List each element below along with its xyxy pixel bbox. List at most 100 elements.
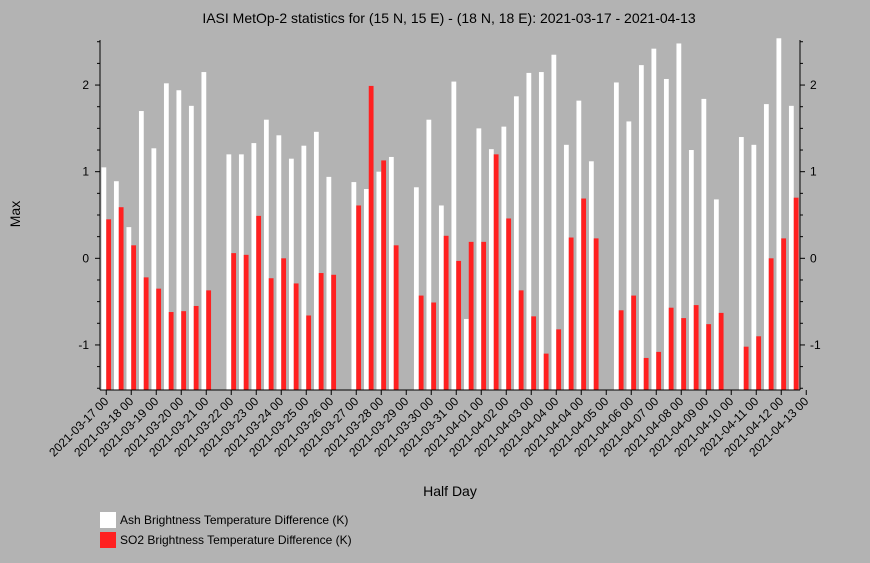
ash-bar bbox=[501, 126, 507, 390]
so2-bar bbox=[668, 307, 674, 390]
so2-bar bbox=[718, 312, 724, 390]
ash-bar bbox=[176, 90, 182, 390]
so2-bar bbox=[381, 160, 387, 390]
ash-bar bbox=[476, 128, 482, 390]
so2-bar bbox=[368, 85, 374, 391]
ash-bar bbox=[651, 48, 657, 391]
ash-bar bbox=[388, 156, 394, 390]
so2-bar bbox=[556, 329, 562, 390]
ash-bar bbox=[101, 167, 107, 390]
ash-bar bbox=[426, 119, 432, 390]
y-tick-label-left: -1 bbox=[78, 338, 89, 352]
ash-bar bbox=[788, 105, 794, 390]
legend-item-so2: SO2 Brightness Temperature Difference (K… bbox=[100, 531, 352, 549]
y-tick-label-left: 2 bbox=[82, 78, 89, 92]
so2-bar bbox=[443, 235, 449, 390]
ash-bar bbox=[526, 72, 532, 391]
so2-bar bbox=[118, 207, 124, 390]
ash-bar bbox=[201, 72, 207, 391]
y-tick-label-left: 1 bbox=[82, 165, 89, 179]
so2-bar bbox=[793, 197, 799, 390]
so2-bar bbox=[156, 288, 162, 390]
so2-bar bbox=[256, 215, 262, 390]
ash-bar bbox=[613, 82, 619, 390]
so2-bar bbox=[168, 312, 174, 390]
ash-bar bbox=[701, 98, 707, 390]
so2-bar bbox=[331, 274, 337, 390]
so2-bar bbox=[468, 241, 474, 390]
chart-title: IASI MetOp-2 statistics for (15 N, 15 E)… bbox=[202, 10, 696, 26]
ash-bar bbox=[363, 189, 369, 390]
legend-item-ash: Ash Brightness Temperature Difference (K… bbox=[100, 511, 348, 529]
ash-bar bbox=[626, 121, 632, 391]
so2-bar bbox=[193, 305, 199, 390]
ash-bar bbox=[163, 83, 169, 390]
so2-bar bbox=[768, 258, 774, 390]
legend-label-so2: SO2 Brightness Temperature Difference (K… bbox=[120, 533, 352, 547]
x-axis-label: Half Day bbox=[423, 483, 477, 499]
bars-group bbox=[101, 38, 799, 391]
ash-bar bbox=[663, 78, 669, 391]
so2-bar bbox=[506, 218, 512, 390]
so2-bar bbox=[706, 324, 712, 390]
ash-bar bbox=[351, 182, 357, 390]
so2-bar bbox=[781, 238, 787, 390]
so2-bar bbox=[306, 315, 312, 390]
ash-bar bbox=[138, 111, 144, 390]
so2-bar bbox=[568, 237, 574, 390]
ash-bar bbox=[126, 227, 132, 390]
ash-bar bbox=[188, 105, 194, 390]
so2-bar bbox=[293, 283, 299, 390]
ash-bar bbox=[676, 43, 682, 391]
ash-bar bbox=[538, 72, 544, 391]
ash-bar bbox=[438, 205, 444, 390]
so2-bar bbox=[581, 198, 587, 390]
so2-bar bbox=[543, 353, 549, 390]
ash-bar bbox=[326, 176, 332, 390]
so2-bar bbox=[481, 241, 487, 390]
legend-label-ash: Ash Brightness Temperature Difference (K… bbox=[120, 513, 349, 527]
so2-bar bbox=[181, 311, 187, 390]
so2-bar bbox=[281, 258, 287, 390]
ash-bar bbox=[751, 144, 757, 390]
y-tick-label-right: 0 bbox=[810, 251, 817, 265]
ash-bar bbox=[513, 96, 519, 390]
ash-bar bbox=[113, 181, 119, 390]
so2-bar bbox=[518, 290, 524, 390]
so2-bar bbox=[493, 154, 499, 390]
y-axis-label: Max bbox=[7, 201, 23, 227]
ash-bar bbox=[301, 145, 307, 390]
ash-bar bbox=[263, 119, 269, 390]
ash-bar bbox=[588, 161, 594, 390]
so2-bar bbox=[643, 357, 649, 390]
ash-bar bbox=[713, 199, 719, 390]
ash-bar bbox=[488, 149, 494, 390]
y-tick-label-right: -1 bbox=[810, 338, 821, 352]
so2-bar bbox=[693, 305, 699, 390]
so2-bar bbox=[268, 278, 274, 390]
ash-bar bbox=[313, 131, 319, 391]
ash-bar bbox=[238, 154, 244, 390]
ash-bar bbox=[551, 54, 557, 390]
y-tick-label-right: 2 bbox=[810, 78, 817, 92]
so2-bar bbox=[618, 310, 624, 390]
so2-bar bbox=[593, 238, 599, 390]
so2-bar bbox=[206, 290, 212, 390]
so2-bar bbox=[318, 273, 324, 390]
so2-bar bbox=[106, 219, 112, 390]
so2-bar bbox=[756, 336, 762, 390]
ash-bar bbox=[738, 137, 744, 390]
ash-bar bbox=[576, 100, 582, 391]
ash-bar bbox=[638, 65, 644, 390]
so2-bar bbox=[681, 318, 687, 390]
so2-bar bbox=[143, 277, 149, 390]
legend-swatch-so2 bbox=[100, 532, 116, 548]
so2-bar bbox=[356, 205, 362, 390]
ash-bar bbox=[451, 81, 457, 390]
so2-bar bbox=[531, 316, 537, 390]
ash-bar bbox=[763, 104, 769, 390]
ash-bar bbox=[776, 38, 782, 390]
ash-bar bbox=[276, 135, 282, 390]
ash-bar bbox=[288, 158, 294, 390]
